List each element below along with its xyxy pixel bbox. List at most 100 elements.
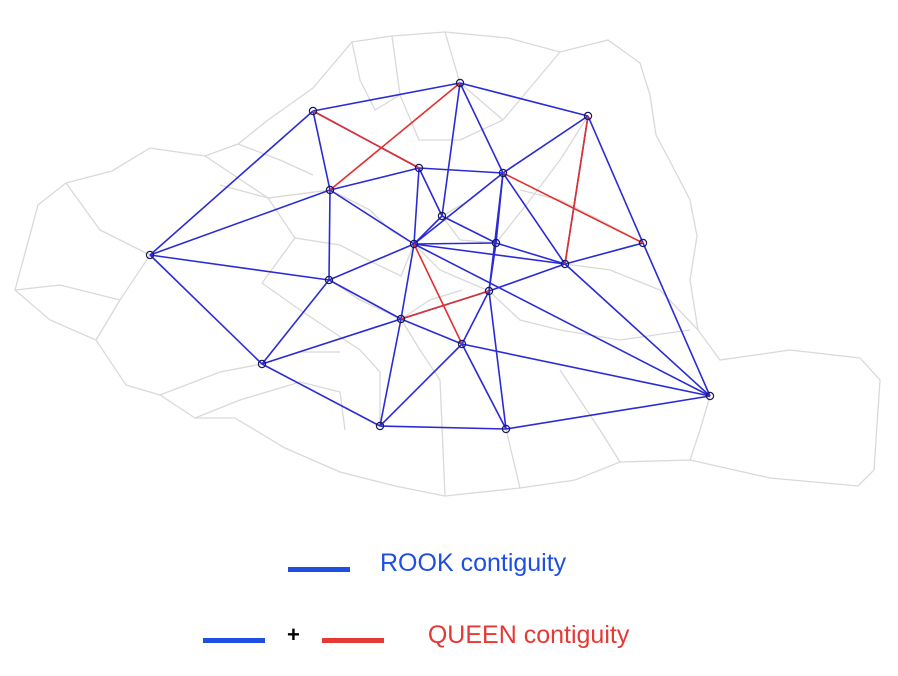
centroid-node (491, 238, 501, 248)
queen-edge (413, 243, 463, 345)
district-boundary (219, 110, 331, 199)
centroid-node (375, 421, 385, 431)
centroid-node (560, 259, 570, 269)
rook-edge (261, 318, 402, 365)
district-boundary (267, 189, 415, 245)
rook-edge (329, 167, 420, 191)
district-boundary (441, 215, 497, 345)
district-boundary (519, 189, 644, 244)
centroid-nodes (145, 78, 715, 434)
legend-queen-label: QUEEN contiguity (427, 621, 630, 649)
rook-edge (488, 290, 507, 430)
legend-rook-line (288, 566, 350, 572)
legend-rook-row: ROOK contiguity (288, 548, 566, 578)
rook-edge (400, 243, 415, 320)
rook-edge (413, 242, 497, 245)
queen-edges (312, 82, 644, 345)
district-boundary (400, 318, 446, 497)
rook-edge (461, 343, 711, 397)
rook-edge (261, 279, 330, 365)
district-boundary (488, 290, 691, 341)
district-boundary (689, 395, 711, 461)
rook-edge (441, 82, 461, 217)
rook-edge (459, 82, 589, 117)
rook-edge (413, 215, 443, 245)
legend-plus-sign: + (287, 622, 300, 647)
rook-edge (379, 318, 402, 427)
rook-edge (413, 167, 420, 245)
rook-edge (587, 115, 644, 244)
district-boundary (418, 167, 504, 217)
rook-edge (413, 172, 504, 245)
rook-edge (328, 279, 402, 320)
legend-queen-red-line (321, 637, 384, 643)
district-boundary (495, 115, 589, 244)
rook-edge (418, 167, 443, 217)
rook-edge (149, 254, 330, 281)
rook-edge (149, 254, 263, 365)
rook-edge (329, 189, 415, 245)
rook-edge (379, 425, 507, 430)
rook-edge (461, 343, 507, 430)
legend-rook-label: ROOK contiguity (380, 549, 567, 577)
rook-edge (261, 363, 381, 427)
district-boundary (391, 35, 561, 141)
rook-edge (328, 189, 331, 281)
rook-edge (441, 215, 497, 244)
centroid-node (501, 424, 511, 434)
district-boundary (351, 41, 401, 111)
rook-edge (459, 82, 504, 174)
legend-queen-blue-line (203, 637, 265, 643)
rook-edge (418, 167, 504, 174)
contiguity-diagram (14, 31, 881, 497)
centroid-node (396, 314, 406, 324)
district-boundary (444, 31, 504, 121)
centroid-node (583, 111, 593, 121)
district-boundary (194, 381, 346, 431)
district-boundary (400, 289, 463, 320)
district-boundaries (14, 31, 881, 497)
queen-edge (312, 110, 420, 169)
district-boundary (564, 263, 699, 331)
centroid-node (498, 168, 508, 178)
rook-edge (495, 242, 566, 265)
centroid-node (455, 78, 465, 88)
centroid-node (457, 339, 467, 349)
rook-edge (149, 110, 314, 256)
centroid-node (325, 185, 335, 195)
rook-edge (488, 263, 566, 292)
district-boundary (237, 143, 314, 176)
district-boundary (14, 284, 121, 301)
rook-edge (312, 110, 331, 191)
rook-edge (502, 172, 566, 265)
rook-edges (149, 82, 711, 430)
rook-edge (488, 172, 504, 292)
district-boundary (65, 182, 151, 341)
rook-edge (400, 318, 463, 345)
rook-edge (149, 189, 331, 256)
centroid-node (414, 163, 424, 173)
centroid-node (257, 359, 267, 369)
rook-edge (642, 242, 711, 397)
district-boundary (294, 237, 415, 277)
centroid-node (324, 275, 334, 285)
centroid-node (638, 238, 648, 248)
district-boundary (204, 155, 296, 284)
centroid-node (705, 391, 715, 401)
district-boundary (261, 282, 381, 426)
centroid-node (484, 286, 494, 296)
rook-edge (461, 290, 490, 345)
rook-edge (379, 343, 463, 427)
centroid-node (308, 106, 318, 116)
queen-edge (564, 115, 589, 265)
centroid-node (145, 250, 155, 260)
rook-edge (413, 243, 566, 265)
centroid-node (437, 211, 447, 221)
district-boundary (461, 343, 521, 489)
district-boundary (159, 351, 340, 396)
rook-edge (564, 263, 711, 397)
queen-edge (400, 290, 490, 320)
legend-queen-row: + QUEEN contiguity (203, 620, 629, 650)
rook-edge (564, 242, 644, 265)
district-boundary (413, 243, 490, 292)
